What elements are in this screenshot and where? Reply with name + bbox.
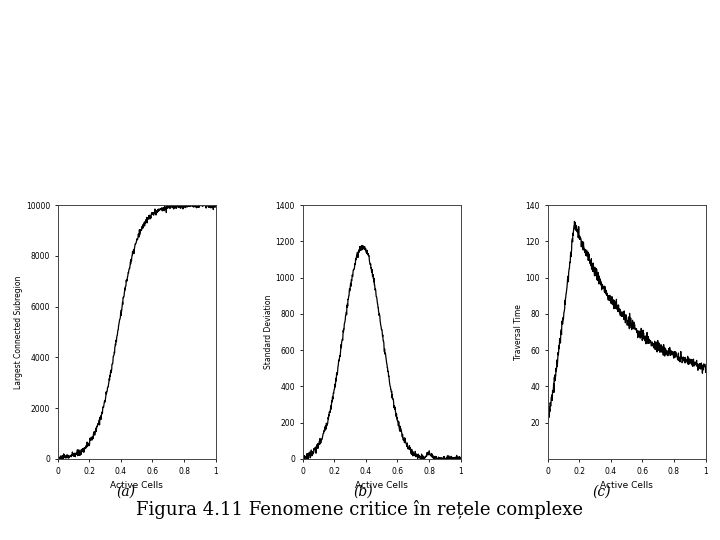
Text: (a): (a) xyxy=(117,484,135,498)
Y-axis label: Traversal Time: Traversal Time xyxy=(513,304,523,360)
Text: (c): (c) xyxy=(592,484,611,498)
Y-axis label: Largest Connected Subregion: Largest Connected Subregion xyxy=(14,275,23,389)
X-axis label: Active Cells: Active Cells xyxy=(355,481,408,490)
Y-axis label: Standard Deviation: Standard Deviation xyxy=(264,295,273,369)
X-axis label: Active Cells: Active Cells xyxy=(110,481,163,490)
Text: Figura 4.11 Fenomene critice în rețele complexe: Figura 4.11 Fenomene critice în rețele c… xyxy=(137,501,583,519)
Text: (b): (b) xyxy=(354,484,374,498)
X-axis label: Active Cells: Active Cells xyxy=(600,481,653,490)
